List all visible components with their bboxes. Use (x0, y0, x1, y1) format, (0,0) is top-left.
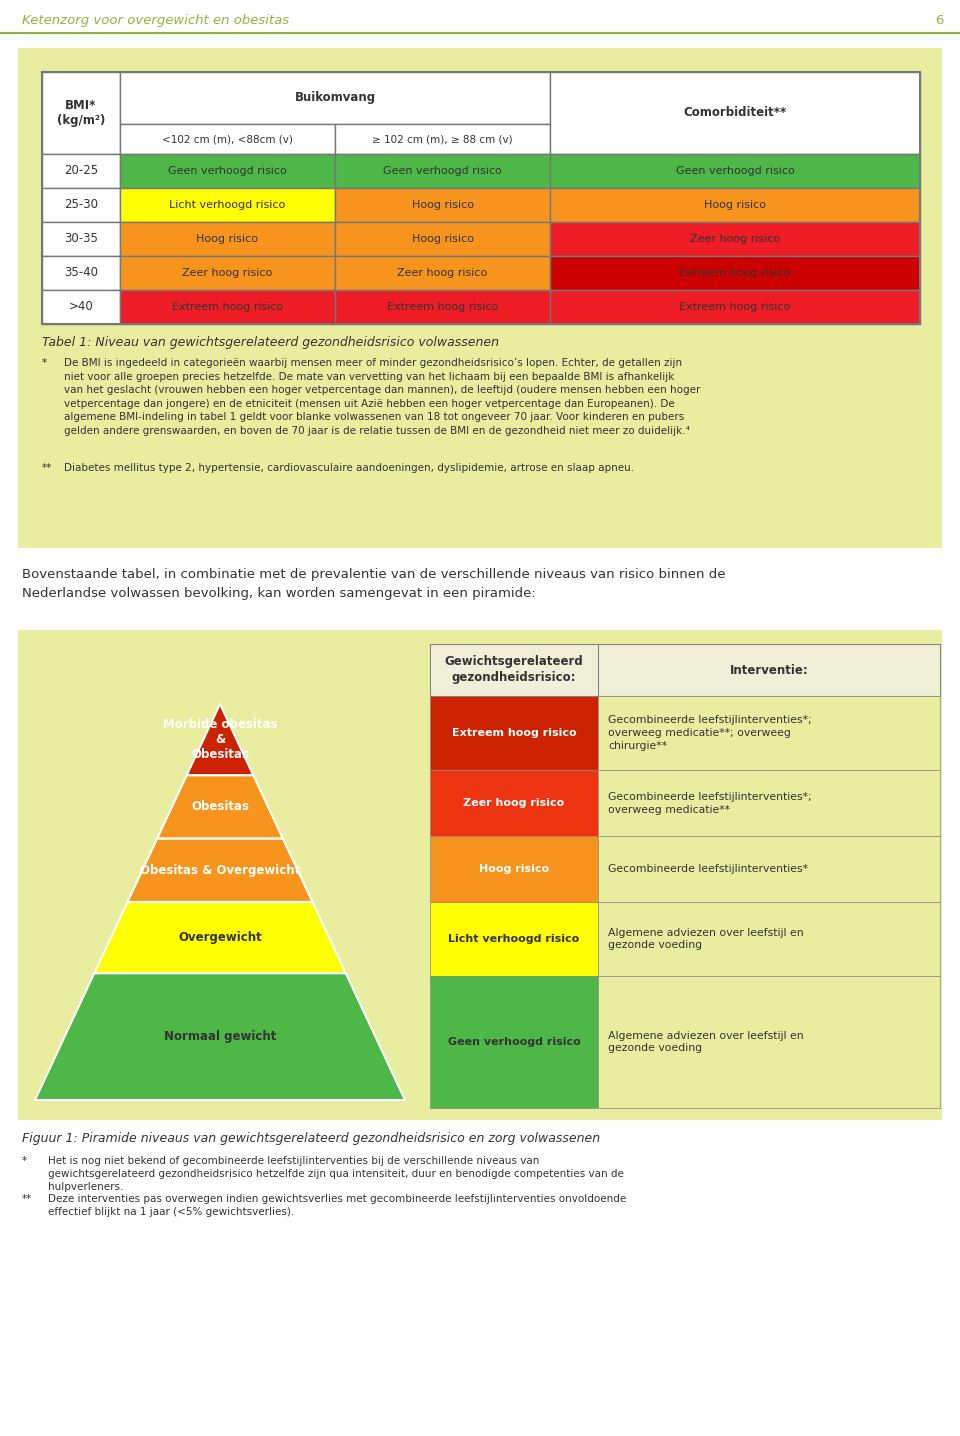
Bar (335, 123, 550, 154)
Text: 30-35: 30-35 (64, 233, 98, 246)
Bar (42, 72, 920, 325)
Bar (430, 696, 598, 770)
Text: Ketenzorg voor overgewicht en obesitas: Ketenzorg voor overgewicht en obesitas (22, 14, 289, 27)
Text: Geen verhoogd risico: Geen verhoogd risico (447, 1037, 581, 1047)
Bar (120, 188, 335, 223)
Polygon shape (128, 839, 313, 902)
Text: Deze interventies pas overwegen indien gewichtsverlies met gecombineerde leefsti: Deze interventies pas overwegen indien g… (48, 1193, 626, 1218)
Text: *: * (22, 1156, 27, 1166)
Bar (335, 154, 550, 188)
Bar (42, 188, 120, 223)
Bar (598, 836, 940, 902)
Text: Normaal gewicht: Normaal gewicht (164, 1030, 276, 1043)
Text: 20-25: 20-25 (64, 165, 98, 178)
Text: Hoog risico: Hoog risico (412, 200, 473, 210)
Bar (120, 123, 335, 154)
Polygon shape (186, 704, 253, 775)
Polygon shape (35, 974, 405, 1100)
Bar (335, 256, 550, 290)
Text: Bovenstaande tabel, in combinatie met de prevalentie van de verschillende niveau: Bovenstaande tabel, in combinatie met de… (22, 569, 726, 599)
Text: Hoog risico: Hoog risico (479, 864, 549, 875)
Bar (550, 72, 920, 154)
Text: Algemene adviezen over leefstijl en
gezonde voeding: Algemene adviezen over leefstijl en gezo… (608, 1031, 804, 1054)
Text: *: * (42, 358, 47, 368)
Text: Comorbiditeit**: Comorbiditeit** (684, 106, 786, 119)
Bar (120, 154, 335, 188)
Text: Gecombineerde leefstijlinterventies*: Gecombineerde leefstijlinterventies* (608, 864, 808, 875)
Text: Buikomvang: Buikomvang (295, 92, 375, 105)
Bar (42, 256, 120, 290)
Text: 6: 6 (936, 14, 944, 27)
Text: De BMI is ingedeeld in categorieën waarbij mensen meer of minder gezondheidsrisi: De BMI is ingedeeld in categorieën waarb… (64, 358, 701, 437)
Bar (598, 976, 940, 1109)
Bar (550, 223, 920, 256)
Text: Zeer hoog risico: Zeer hoog risico (464, 798, 564, 808)
Text: Algemene adviezen over leefstijl en
gezonde voeding: Algemene adviezen over leefstijl en gezo… (608, 928, 804, 951)
Bar (120, 256, 335, 290)
Bar (42, 154, 120, 188)
Text: Extreem hoog risico: Extreem hoog risico (680, 302, 791, 312)
Text: Licht verhoogd risico: Licht verhoogd risico (169, 200, 286, 210)
Bar (18, 47, 942, 549)
Text: Extreem hoog risico: Extreem hoog risico (387, 302, 498, 312)
Text: Extreem hoog risico: Extreem hoog risico (680, 269, 791, 279)
Text: Interventie:: Interventie: (730, 663, 808, 676)
Text: Figuur 1: Piramide niveaus van gewichtsgerelateerd gezondheidsrisico en zorg vol: Figuur 1: Piramide niveaus van gewichtsg… (22, 1132, 600, 1144)
Bar (335, 290, 550, 325)
Bar (18, 630, 942, 1120)
Text: 25-30: 25-30 (64, 198, 98, 211)
Bar (42, 72, 120, 154)
Text: Gecombineerde leefstijlinterventies*;
overweeg medicatie**: Gecombineerde leefstijlinterventies*; ov… (608, 791, 811, 814)
Polygon shape (94, 902, 346, 974)
Text: >40: >40 (68, 300, 93, 313)
Bar (42, 290, 120, 325)
Bar (430, 836, 598, 902)
Text: Extreem hoog risico: Extreem hoog risico (452, 728, 576, 738)
Bar (42, 223, 120, 256)
Bar (598, 696, 940, 770)
Bar (430, 902, 598, 976)
Text: Geen verhoogd risico: Geen verhoogd risico (383, 167, 502, 177)
Bar (430, 976, 598, 1109)
Text: Obesitas & Overgewicht: Obesitas & Overgewicht (140, 864, 300, 877)
Text: Het is nog niet bekend of gecombineerde leefstijlinterventies bij de verschillen: Het is nog niet bekend of gecombineerde … (48, 1156, 624, 1192)
Text: Obesitas: Obesitas (191, 800, 249, 813)
Text: Zeer hoog risico: Zeer hoog risico (182, 269, 273, 279)
Text: <102 cm (m), <88cm (v): <102 cm (m), <88cm (v) (162, 134, 293, 144)
Text: Zeer hoog risico: Zeer hoog risico (397, 269, 488, 279)
Text: **: ** (42, 462, 52, 472)
Bar (430, 770, 598, 836)
Bar (120, 72, 550, 123)
Text: Gewichtsgerelateerd
gezondheidsrisico:: Gewichtsgerelateerd gezondheidsrisico: (444, 655, 584, 685)
Text: Morbide obesitas
&
Obesitas: Morbide obesitas & Obesitas (163, 718, 277, 761)
Text: Hoog risico: Hoog risico (704, 200, 766, 210)
Polygon shape (157, 775, 283, 839)
Text: Hoog risico: Hoog risico (412, 234, 473, 244)
Bar (598, 902, 940, 976)
Text: Licht verhoogd risico: Licht verhoogd risico (448, 933, 580, 943)
Bar (335, 223, 550, 256)
Bar (550, 290, 920, 325)
Text: Geen verhoogd risico: Geen verhoogd risico (168, 167, 287, 177)
Bar (120, 223, 335, 256)
Text: Tabel 1: Niveau van gewichtsgerelateerd gezondheidsrisico volwassenen: Tabel 1: Niveau van gewichtsgerelateerd … (42, 336, 499, 349)
Bar (550, 154, 920, 188)
Text: BMI*
(kg/m²): BMI* (kg/m²) (57, 99, 106, 126)
Text: Diabetes mellitus type 2, hypertensie, cardiovasculaire aandoeningen, dyslipidem: Diabetes mellitus type 2, hypertensie, c… (64, 462, 635, 472)
Bar (550, 188, 920, 223)
Bar (598, 770, 940, 836)
Text: **: ** (22, 1193, 33, 1203)
Bar (430, 643, 940, 696)
Text: Extreem hoog risico: Extreem hoog risico (172, 302, 283, 312)
Text: Overgewicht: Overgewicht (179, 931, 262, 943)
Bar (550, 256, 920, 290)
Bar (120, 290, 335, 325)
Text: Geen verhoogd risico: Geen verhoogd risico (676, 167, 794, 177)
Bar (335, 188, 550, 223)
Text: Hoog risico: Hoog risico (197, 234, 258, 244)
Text: Zeer hoog risico: Zeer hoog risico (690, 234, 780, 244)
Text: 35-40: 35-40 (64, 267, 98, 280)
Text: ≥ 102 cm (m), ≥ 88 cm (v): ≥ 102 cm (m), ≥ 88 cm (v) (372, 134, 513, 144)
Text: Gecombineerde leefstijlinterventies*;
overweeg medicatie**; overweeg
chirurgie**: Gecombineerde leefstijlinterventies*; ov… (608, 715, 811, 751)
